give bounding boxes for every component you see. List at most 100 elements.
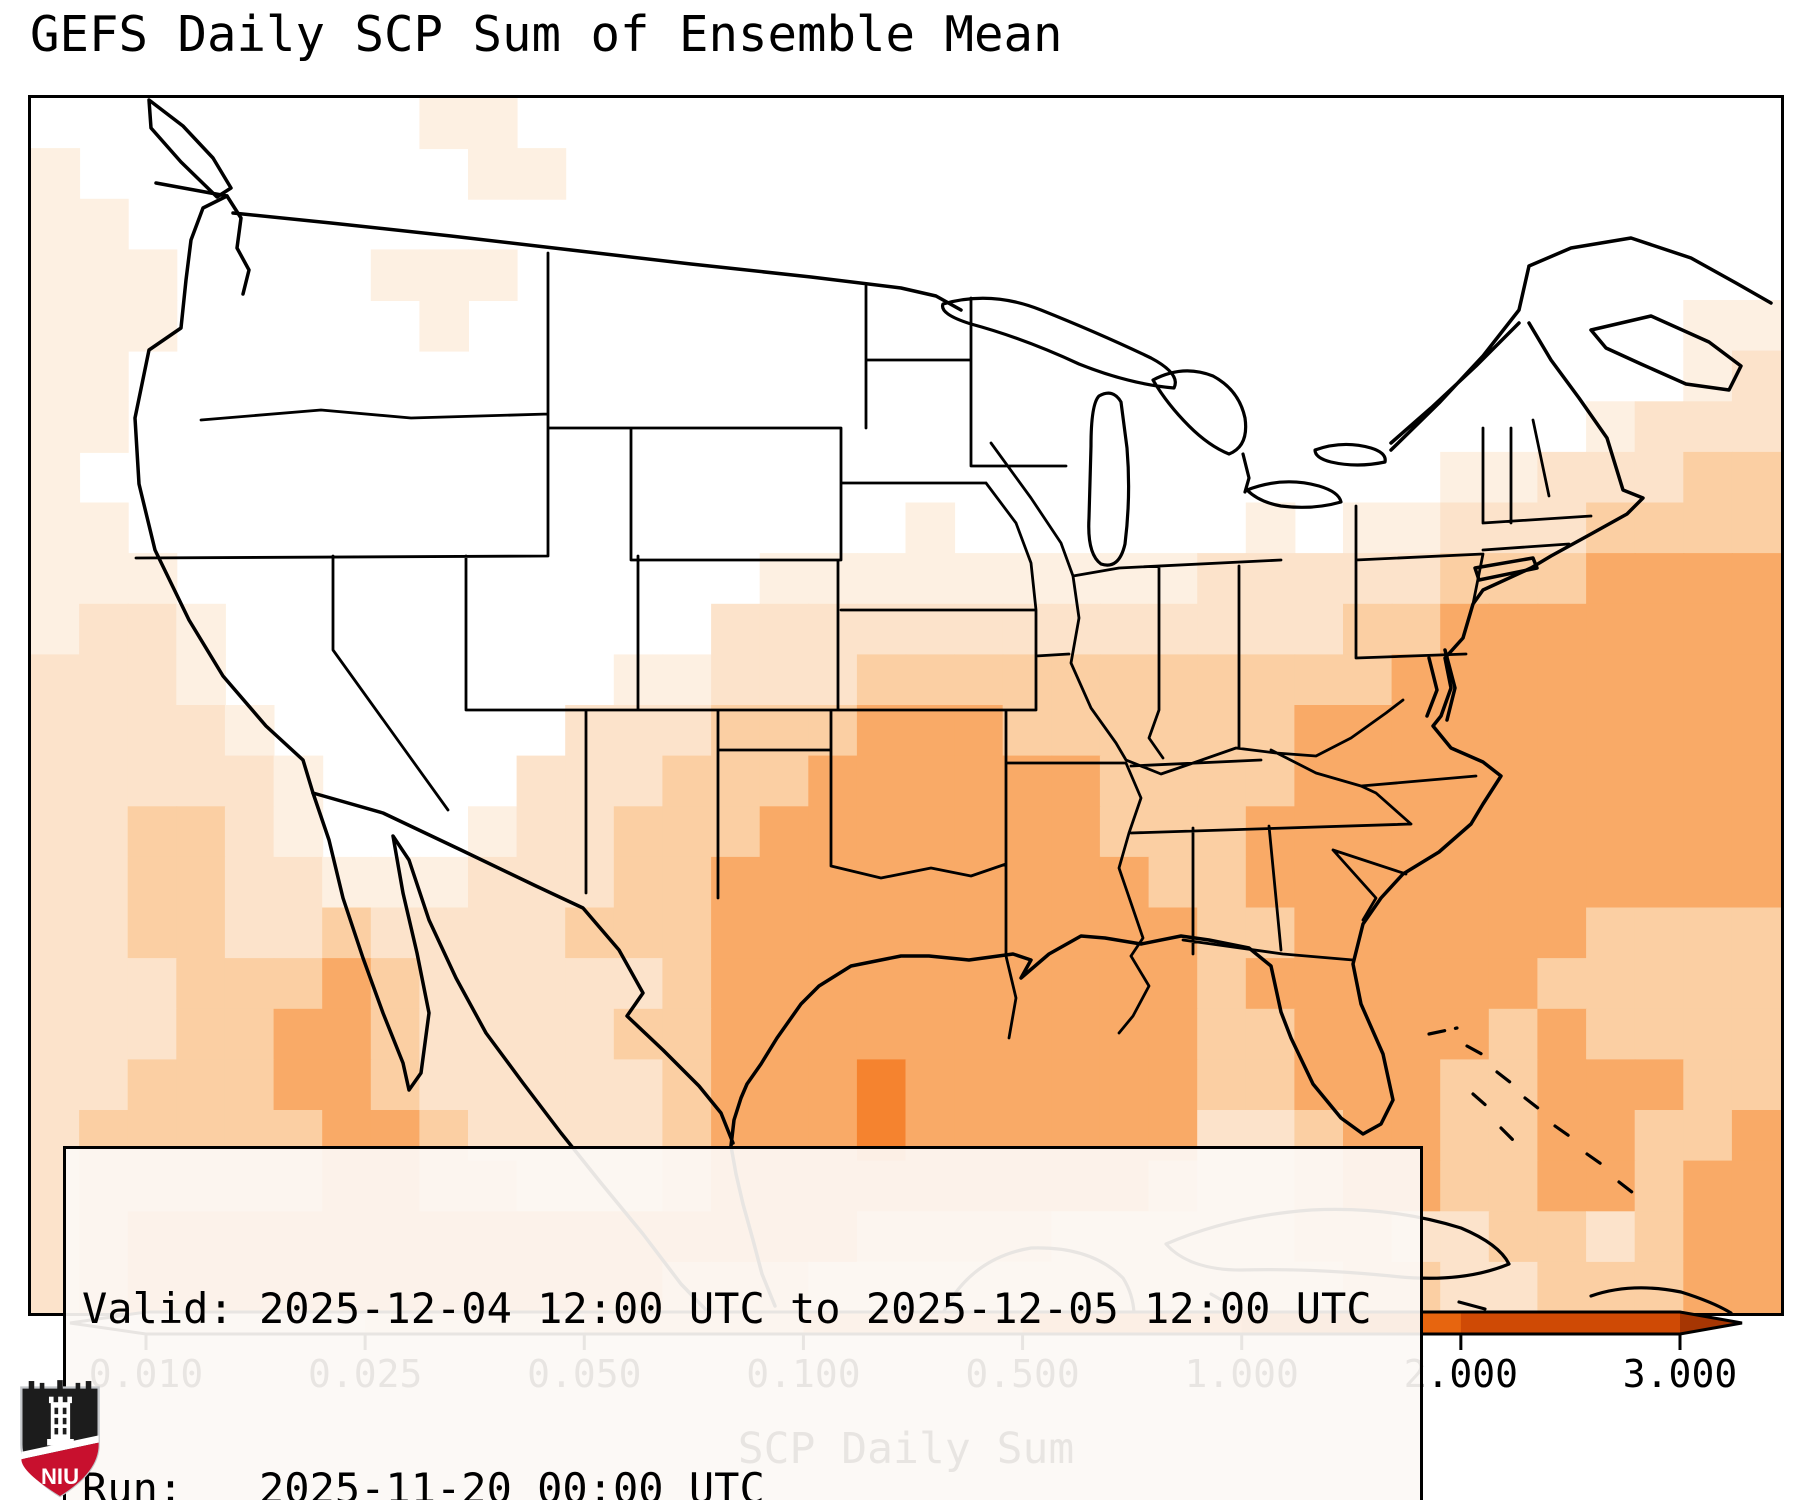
valid-time-text: Valid: 2025-12-04 12:00 UTC to 2025-12-0… xyxy=(82,1284,1372,1333)
heat-cell xyxy=(1051,1059,1101,1111)
heat-cell xyxy=(176,654,226,706)
heat-cell xyxy=(565,755,615,808)
heat-cell xyxy=(613,806,664,858)
heat-cell xyxy=(79,1008,129,1061)
heat-cell xyxy=(565,1059,615,1111)
heat-cell xyxy=(1294,1059,1344,1111)
heat-cell xyxy=(1488,1211,1539,1263)
map-boundaries xyxy=(133,98,1773,1313)
heat-cell xyxy=(273,958,324,1010)
heat-cell xyxy=(954,806,1004,858)
heat-cell xyxy=(856,806,907,858)
heat-cell xyxy=(954,907,1004,960)
heat-cell xyxy=(31,148,81,200)
heat-cell xyxy=(856,553,907,605)
heat-cell xyxy=(1148,856,1199,909)
heat-cell xyxy=(1634,755,1685,808)
heat-cell xyxy=(1683,1059,1733,1111)
heat-cell xyxy=(370,249,421,301)
heat-cell xyxy=(1343,958,1393,1010)
heat-cell xyxy=(759,553,810,605)
colorbar-segment xyxy=(1460,1312,1681,1334)
niu-tower-icon xyxy=(47,1396,74,1446)
heat-cell xyxy=(1002,856,1053,909)
heat-cell xyxy=(1586,856,1636,909)
heat-cell xyxy=(1537,856,1587,909)
heat-cell xyxy=(1537,1261,1587,1313)
heat-cell xyxy=(468,958,518,1010)
heat-cell xyxy=(176,705,226,757)
heat-cell xyxy=(127,1059,178,1111)
heat-cell xyxy=(1731,451,1781,504)
heat-cell xyxy=(1440,806,1490,858)
heat-cell xyxy=(1731,806,1781,858)
heat-cell xyxy=(1731,1160,1781,1213)
heat-cell xyxy=(1731,603,1781,656)
heat-cell xyxy=(1343,603,1393,656)
heat-cell xyxy=(1537,958,1587,1010)
heat-cell xyxy=(79,249,129,301)
heat-cell xyxy=(905,755,956,808)
heat-cell xyxy=(613,1059,664,1111)
heat-cell xyxy=(1731,1110,1781,1162)
heat-cell xyxy=(1294,603,1344,656)
heat-cell xyxy=(1294,755,1344,808)
heat-cell xyxy=(1634,1110,1685,1162)
heat-cell xyxy=(1731,1261,1781,1313)
heat-cell xyxy=(1197,856,1247,909)
heat-cell xyxy=(1731,856,1781,909)
run-time-text: Run: 2025-11-20 00:00 UTC xyxy=(82,1464,765,1500)
heat-cell xyxy=(662,1008,712,1061)
heat-cell xyxy=(1391,907,1442,960)
heat-cell xyxy=(79,350,129,403)
heat-cell xyxy=(1002,654,1053,706)
heat-cell xyxy=(808,907,858,960)
heat-cell xyxy=(1537,1008,1587,1061)
heat-cell xyxy=(1002,553,1053,605)
heat-cell xyxy=(516,755,567,808)
heat-cell xyxy=(1245,502,1296,555)
heat-cell xyxy=(1148,907,1199,960)
heat-cell xyxy=(1683,553,1733,605)
heat-cell xyxy=(31,958,81,1010)
heat-cell xyxy=(1586,907,1636,960)
heat-cell xyxy=(808,1008,858,1061)
heat-cell xyxy=(79,300,129,352)
heat-cell xyxy=(1245,654,1296,706)
heat-cell xyxy=(954,1008,1004,1061)
heat-cell xyxy=(1343,856,1393,909)
heat-cell xyxy=(954,553,1004,605)
heat-cell xyxy=(1488,603,1539,656)
heat-cell xyxy=(1731,755,1781,808)
heat-cell xyxy=(1294,553,1344,605)
heat-cell xyxy=(516,907,567,960)
heat-cell xyxy=(31,502,81,555)
heat-cell xyxy=(613,1008,664,1061)
heat-cell xyxy=(127,705,178,757)
st-lawrence-maritimes-outline xyxy=(1389,236,1773,452)
heat-cell xyxy=(322,958,372,1010)
heat-cell xyxy=(127,907,178,960)
heat-cell xyxy=(905,958,956,1010)
heat-cell xyxy=(370,1008,421,1061)
heat-cell xyxy=(224,1059,275,1111)
heat-cell xyxy=(1148,603,1199,656)
heat-cell xyxy=(954,603,1004,656)
heat-cell xyxy=(1586,401,1636,453)
heat-cell xyxy=(1488,1160,1539,1213)
heat-cell xyxy=(1440,856,1490,909)
heat-cell xyxy=(1245,856,1296,909)
heat-cell xyxy=(856,755,907,808)
heat-cell xyxy=(1488,907,1539,960)
heat-cell xyxy=(905,907,956,960)
heat-cell xyxy=(759,806,810,858)
heat-cell xyxy=(1634,958,1685,1010)
atlantic-gulf-coastline xyxy=(729,321,1645,1308)
heat-cell xyxy=(176,856,226,909)
heat-cell xyxy=(31,654,81,706)
heat-cell xyxy=(31,1008,81,1061)
heat-cell xyxy=(1294,856,1344,909)
heat-cell xyxy=(1586,755,1636,808)
heat-cell xyxy=(759,705,810,757)
heat-cell xyxy=(1537,553,1587,605)
